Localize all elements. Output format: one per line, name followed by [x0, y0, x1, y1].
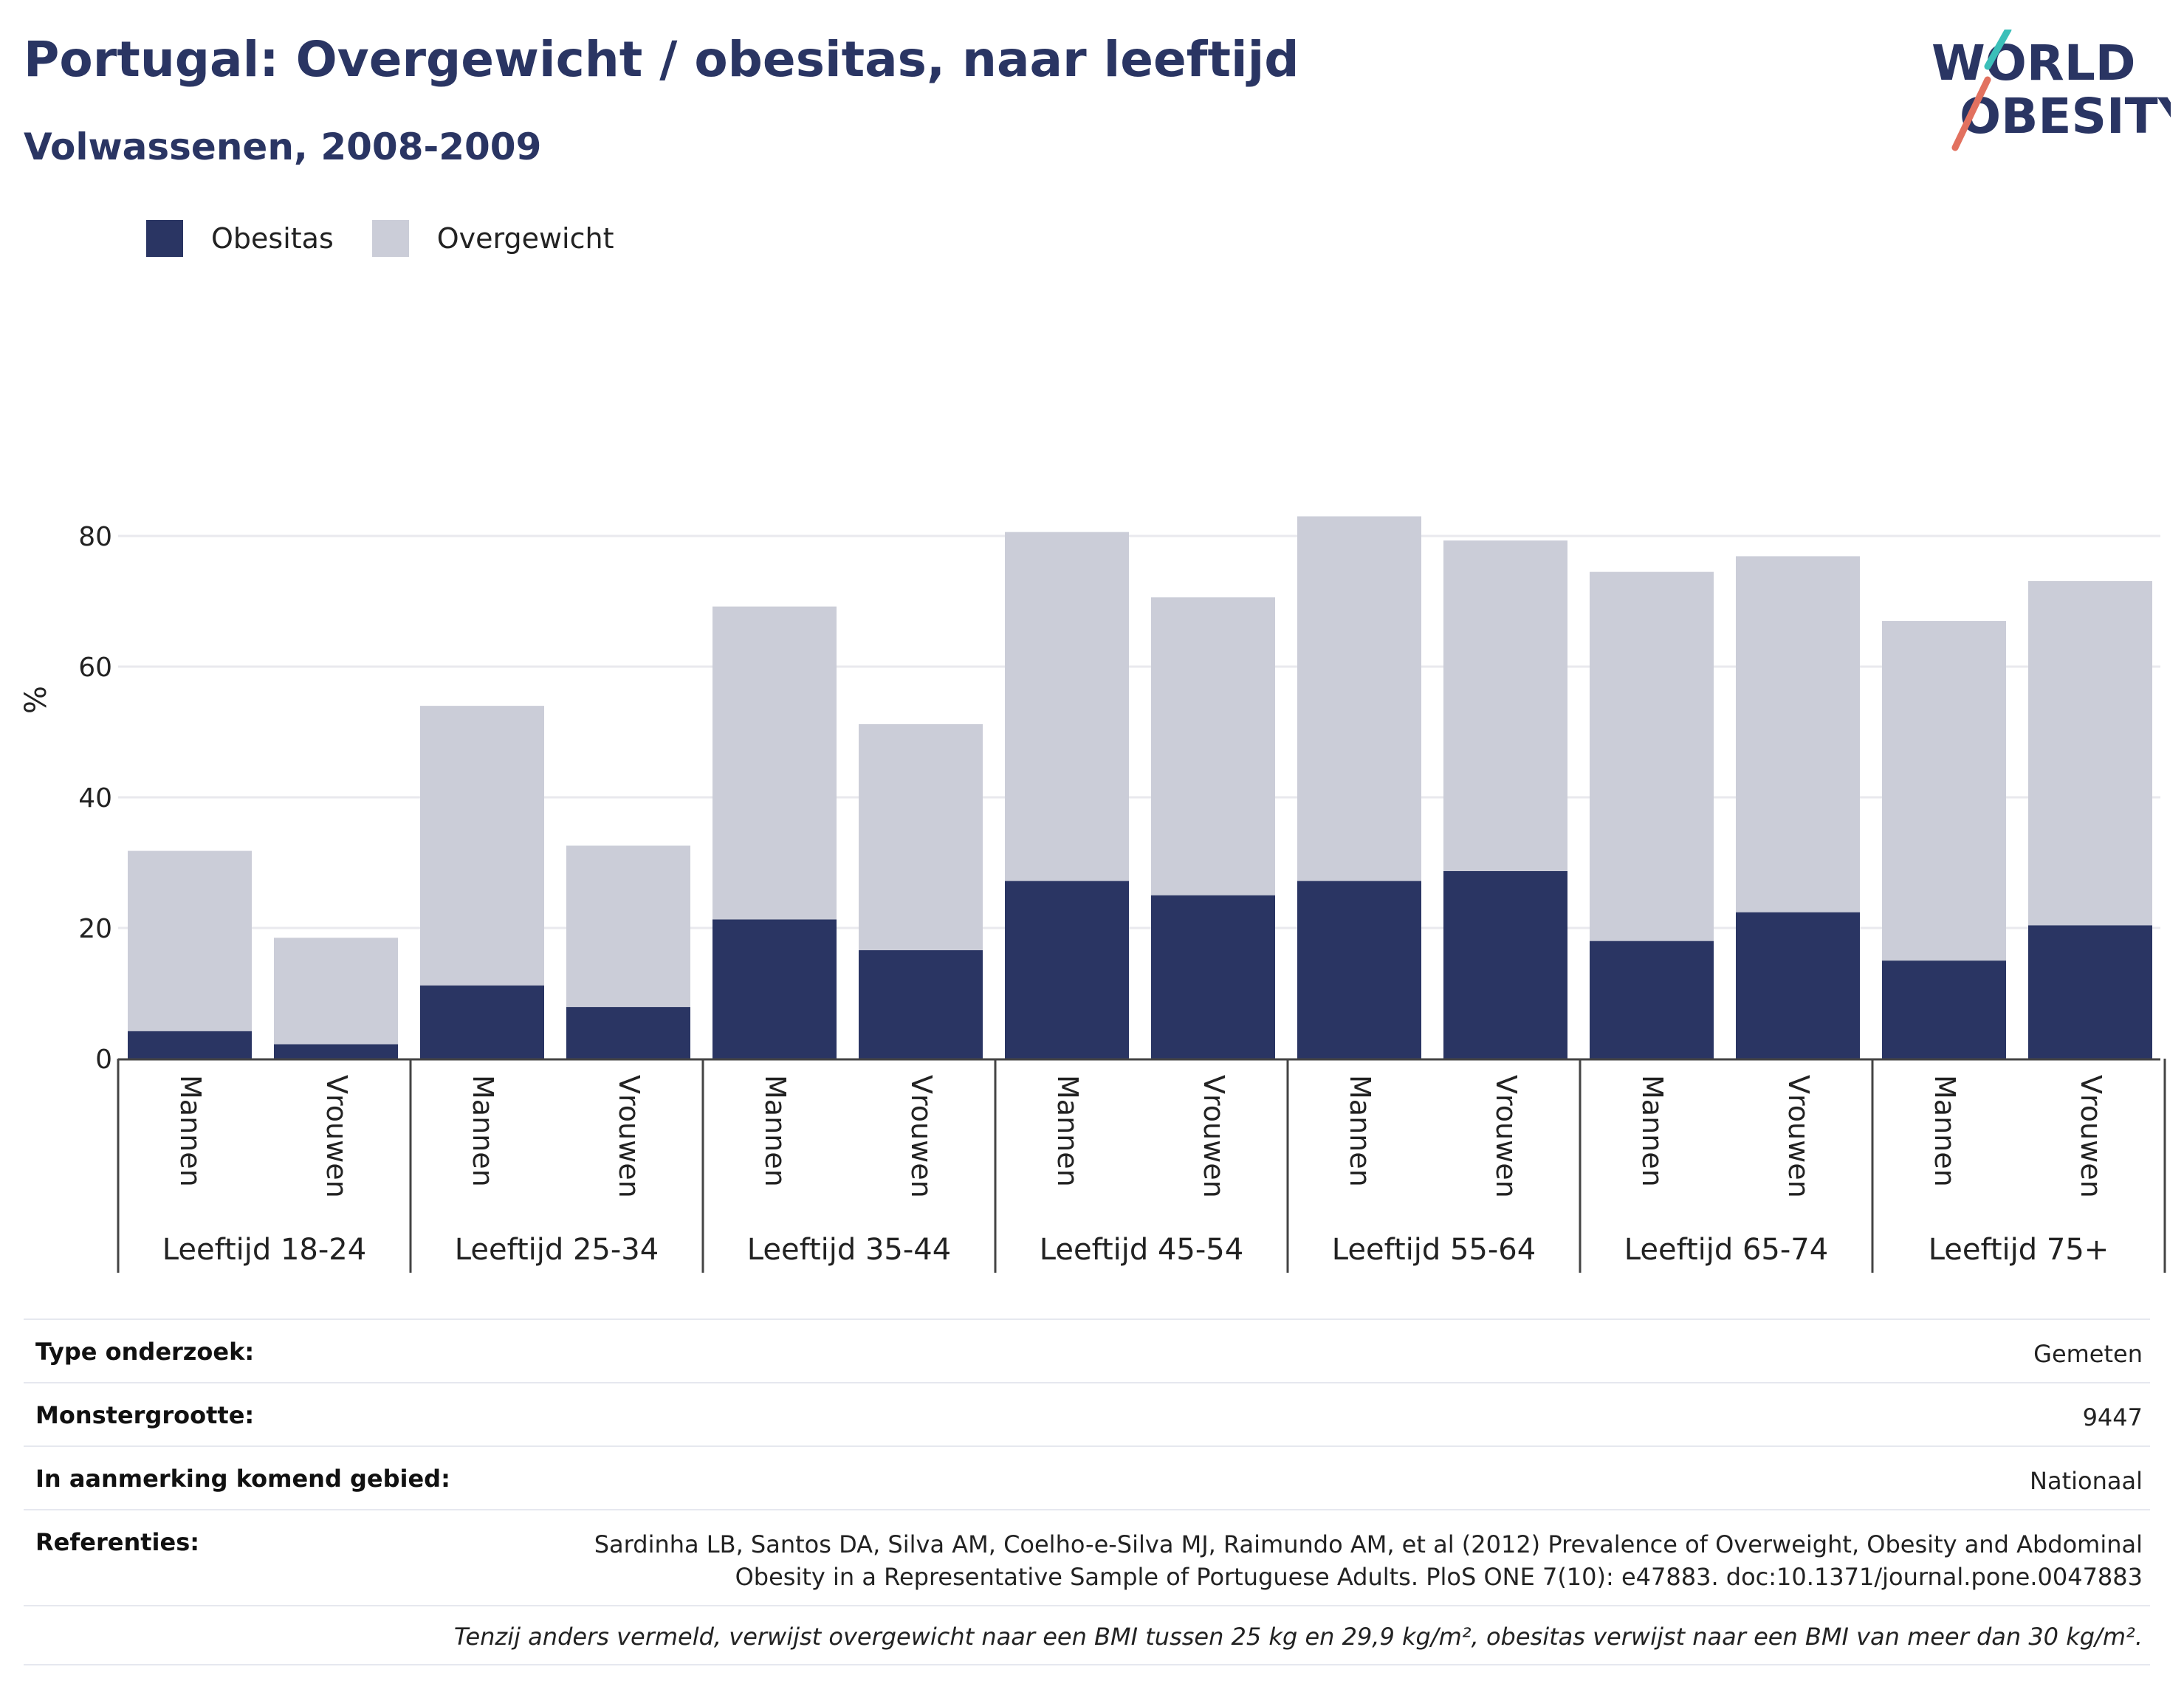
x-subcategory-label: Mannen [174, 1075, 207, 1187]
info-label-references: Referenties: [35, 1528, 200, 1556]
page-subtitle: Volwassenen, 2008-2009 [24, 126, 542, 168]
legend-item-obesitas: Obesitas [146, 220, 334, 257]
bar-obesitas [1882, 960, 2006, 1059]
x-group-label: Leeftijd 75+ [1929, 1233, 2109, 1267]
chart-legend: Obesitas Overgewicht [146, 220, 653, 257]
x-subcategory-label: Vrouwen [1198, 1075, 1230, 1198]
y-tick-label: 40 [78, 783, 112, 814]
legend-label-obesitas: Obesitas [211, 222, 334, 255]
info-value-references: Sardinha LB, Santos DA, Silva AM, Coelho… [594, 1528, 2143, 1593]
info-row-sample: Monstergrootte: 9447 [24, 1382, 2150, 1445]
bar-obesitas [2028, 925, 2152, 1059]
x-subcategory-label: Vrouwen [1490, 1075, 1522, 1198]
bar-overgewicht [859, 723, 983, 951]
bar-overgewicht [1443, 540, 1567, 872]
x-subcategory-label: Mannen [1636, 1075, 1669, 1187]
bar-overgewicht [274, 938, 398, 1045]
x-subcategory-label: Mannen [1051, 1075, 1084, 1187]
x-group-label: Leeftijd 65-74 [1624, 1233, 1828, 1267]
x-group-label: Leeftijd 55-64 [1332, 1233, 1536, 1267]
info-row-area: In aanmerking komend gebied: Nationaal [24, 1445, 2150, 1509]
y-tick-label: 60 [78, 653, 112, 683]
y-axis-label: % [19, 686, 53, 714]
bar-overgewicht [1151, 597, 1275, 895]
x-group-label: Leeftijd 18-24 [162, 1233, 366, 1267]
bar-overgewicht [1005, 532, 1129, 881]
bar-overgewicht [420, 706, 544, 986]
info-row-references: Referenties: Sardinha LB, Santos DA, Sil… [24, 1509, 2150, 1605]
x-subcategory-label: Vrouwen [2075, 1075, 2107, 1198]
x-subcategory-label: Mannen [1344, 1075, 1376, 1187]
y-tick-label: 20 [78, 914, 112, 944]
x-subcategory-label: Mannen [467, 1075, 499, 1187]
x-subcategory-label: Vrouwen [320, 1075, 353, 1198]
y-tick-label: 80 [78, 522, 112, 552]
reference-line-1: Sardinha LB, Santos DA, Silva AM, Coelho… [594, 1530, 2143, 1558]
logo-line1: WORLD [1931, 35, 2136, 92]
logo-slash-teal [1984, 30, 2012, 70]
bar-obesitas [1736, 912, 1860, 1059]
x-group-label: Leeftijd 25-34 [455, 1233, 659, 1267]
bar-obesitas [1151, 895, 1275, 1059]
x-subcategory-label: Vrouwen [1782, 1075, 1815, 1198]
bar-obesitas [566, 1007, 690, 1059]
bar-obesitas [712, 919, 837, 1059]
bar-obesitas [420, 985, 544, 1059]
x-group-label: Leeftijd 45-54 [1040, 1233, 1243, 1267]
bar-obesitas [1005, 881, 1129, 1059]
info-label-area: In aanmerking komend gebied: [35, 1465, 450, 1493]
bar-overgewicht [1590, 571, 1714, 941]
bar-overgewicht [1297, 516, 1421, 881]
bar-obesitas [128, 1031, 252, 1059]
bar-overgewicht [2028, 581, 2152, 926]
legend-swatch-obesitas [146, 220, 183, 257]
page-title: Portugal: Overgewicht / obesitas, naar l… [24, 31, 1299, 88]
bar-overgewicht [1736, 556, 1860, 912]
y-tick-label: 0 [95, 1045, 112, 1075]
x-subcategory-label: Vrouwen [613, 1075, 645, 1198]
world-obesity-logo: WORLD OBESITY [1931, 30, 2171, 151]
info-label-type: Type onderzoek: [35, 1338, 255, 1366]
info-label-sample: Monstergrootte: [35, 1401, 255, 1429]
logo-slash-red [1951, 76, 1991, 151]
info-value-type: Gemeten [2033, 1340, 2143, 1368]
bar-obesitas [274, 1044, 398, 1059]
x-subcategory-label: Vrouwen [905, 1075, 938, 1198]
legend-label-overgewicht: Overgewicht [436, 222, 614, 255]
bar-obesitas [1443, 871, 1567, 1059]
bar-overgewicht [566, 845, 690, 1008]
info-value-area: Nationaal [2030, 1467, 2143, 1495]
bar-overgewicht [712, 606, 837, 920]
x-group-label: Leeftijd 35-44 [747, 1233, 951, 1267]
x-subcategory-label: Mannen [1929, 1075, 1961, 1187]
logo-line2: OBESITY [1960, 88, 2171, 145]
bar-overgewicht [1882, 621, 2006, 961]
stacked-bar-chart: 0 20 40 60 80% Mannen Vrouwen Mannen Vrouwen Mann… [19, 516, 2166, 1273]
bar-obesitas [1590, 941, 1714, 1059]
bar-overgewicht [128, 850, 252, 1031]
info-value-sample: 9447 [2082, 1403, 2143, 1431]
legend-item-overgewicht: Overgewicht [371, 220, 614, 257]
info-table: Type onderzoek: Gemeten Monstergrootte: … [24, 1318, 2150, 1665]
bar-obesitas [859, 950, 983, 1059]
footnote: Tenzij anders vermeld, verwijst overgewi… [24, 1605, 2150, 1665]
legend-swatch-overgewicht [371, 220, 409, 257]
reference-line-2: Obesity in a Representative Sample of Po… [735, 1563, 2143, 1591]
x-subcategory-label: Mannen [759, 1075, 791, 1187]
info-row-type: Type onderzoek: Gemeten [24, 1318, 2150, 1382]
bar-obesitas [1297, 881, 1421, 1059]
